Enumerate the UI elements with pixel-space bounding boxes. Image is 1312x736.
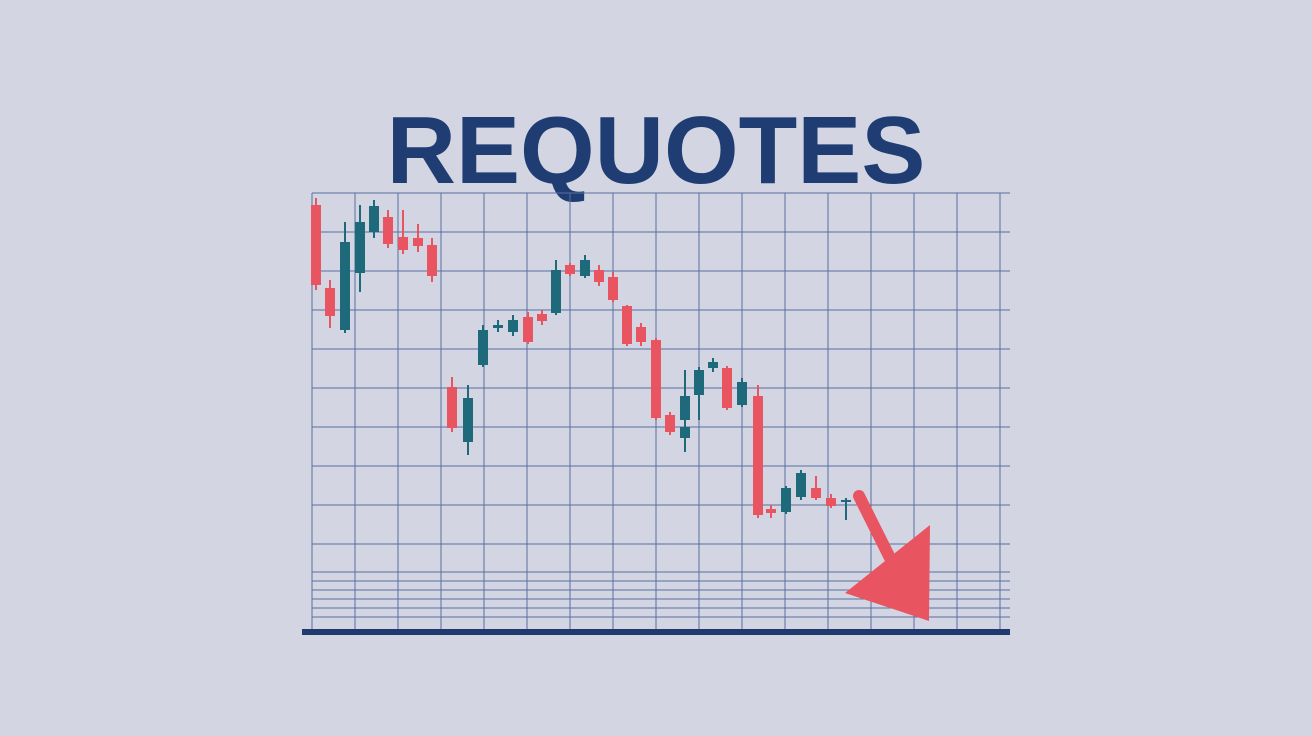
- candle-body: [796, 473, 806, 497]
- candle-body: [398, 237, 408, 250]
- candle-body: [680, 427, 690, 438]
- candle-body: [766, 509, 776, 513]
- candle-body: [636, 327, 646, 342]
- candle-body: [594, 270, 604, 282]
- candle-body: [580, 260, 590, 276]
- candle-body: [811, 488, 821, 498]
- candle-body: [427, 245, 437, 276]
- candle-body: [355, 222, 365, 273]
- candle-body: [665, 415, 675, 432]
- candle-body: [753, 396, 763, 515]
- candle-body: [478, 330, 488, 365]
- arrow-shaft: [853, 490, 898, 568]
- candle-body: [826, 498, 836, 506]
- candle-body: [493, 325, 503, 328]
- candle-body: [325, 288, 335, 316]
- candle-body: [537, 314, 547, 321]
- candle-body: [551, 270, 561, 313]
- candle-body: [340, 242, 350, 330]
- candle-body: [523, 317, 533, 342]
- candle-body: [565, 265, 575, 274]
- title: REQUOTES: [387, 97, 926, 204]
- candle-body: [680, 396, 690, 420]
- candle-body: [651, 340, 661, 418]
- candle-body: [841, 500, 851, 502]
- candle-body: [781, 488, 791, 512]
- candle-body: [311, 205, 321, 285]
- candle-body: [722, 368, 732, 408]
- candle-body: [737, 382, 747, 405]
- candle-body: [447, 387, 457, 428]
- candle-body: [708, 362, 718, 368]
- candle-body: [383, 217, 393, 244]
- candles: [311, 198, 865, 520]
- baseline: [302, 629, 1010, 635]
- candle-body: [622, 306, 632, 344]
- candle-body: [369, 206, 379, 232]
- arrow-head: [845, 525, 930, 621]
- candle-body: [694, 370, 704, 395]
- candle-body: [463, 398, 473, 442]
- candle-body: [608, 277, 618, 300]
- candle-body: [508, 320, 518, 332]
- candle-body: [413, 238, 423, 246]
- down-arrow: [845, 490, 930, 621]
